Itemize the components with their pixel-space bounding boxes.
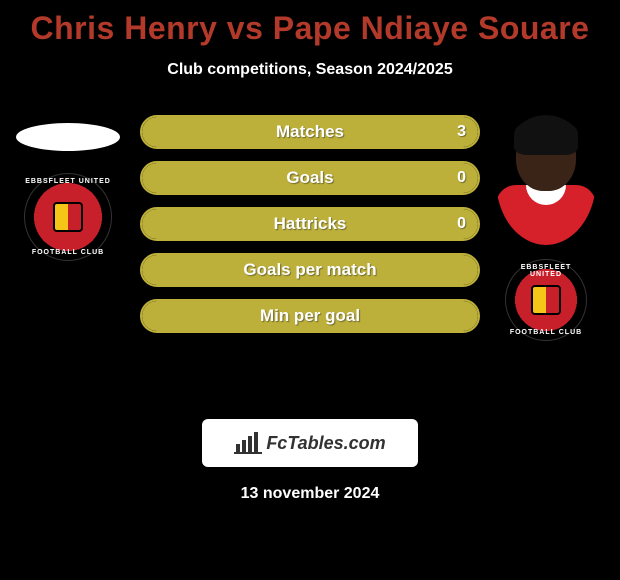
hair-icon bbox=[514, 115, 578, 155]
bar-chart-icon bbox=[234, 432, 262, 454]
badge-shield-icon bbox=[53, 202, 83, 232]
page-subtitle: Club competitions, Season 2024/2025 bbox=[0, 61, 620, 79]
comparison-content: EBBSFLEET UNITED FOOTBALL CLUB Matches 3… bbox=[0, 115, 620, 375]
stat-bars: Matches 3 Goals 0 Hattricks 0 Goals per … bbox=[140, 115, 480, 345]
watermark-inner: FcTables.com bbox=[234, 432, 385, 454]
stat-bar-label: Goals per match bbox=[142, 255, 478, 285]
stat-bar-label: Min per goal bbox=[142, 301, 478, 331]
badge-shield-icon bbox=[531, 285, 561, 315]
player-left-photo-placeholder bbox=[16, 123, 120, 151]
watermark: FcTables.com bbox=[202, 419, 418, 467]
date-text: 13 november 2024 bbox=[0, 485, 620, 503]
stat-bar-goals: Goals 0 bbox=[140, 161, 480, 195]
club-badge-left: EBBSFLEET UNITED FOOTBALL CLUB bbox=[24, 173, 112, 261]
stat-bar-hattricks: Hattricks 0 bbox=[140, 207, 480, 241]
stat-bar-label: Hattricks bbox=[142, 209, 478, 239]
stat-bar-value: 3 bbox=[457, 117, 466, 147]
page-title: Chris Henry vs Pape Ndiaye Souare bbox=[0, 0, 620, 47]
stat-bar-label: Matches bbox=[142, 117, 478, 147]
player-right-column: EBBSFLEET UNITED FOOTBALL CLUB bbox=[486, 115, 606, 341]
stat-bar-min-per-goal: Min per goal bbox=[140, 299, 480, 333]
watermark-text: FcTables.com bbox=[266, 433, 385, 454]
stat-bar-value: 0 bbox=[457, 209, 466, 239]
club-badge-right: EBBSFLEET UNITED FOOTBALL CLUB bbox=[505, 259, 587, 341]
badge-ring-bottom: FOOTBALL CLUB bbox=[25, 249, 111, 256]
badge-ring-top: EBBSFLEET UNITED bbox=[506, 264, 586, 278]
stat-bar-matches: Matches 3 bbox=[140, 115, 480, 149]
stat-bar-goals-per-match: Goals per match bbox=[140, 253, 480, 287]
badge-ring-top: EBBSFLEET UNITED bbox=[25, 178, 111, 185]
stat-bar-label: Goals bbox=[142, 163, 478, 193]
badge-ring-bottom: FOOTBALL CLUB bbox=[506, 329, 586, 336]
player-right-photo bbox=[496, 115, 596, 245]
player-left-column: EBBSFLEET UNITED FOOTBALL CLUB bbox=[8, 115, 128, 261]
stat-bar-value: 0 bbox=[457, 163, 466, 193]
